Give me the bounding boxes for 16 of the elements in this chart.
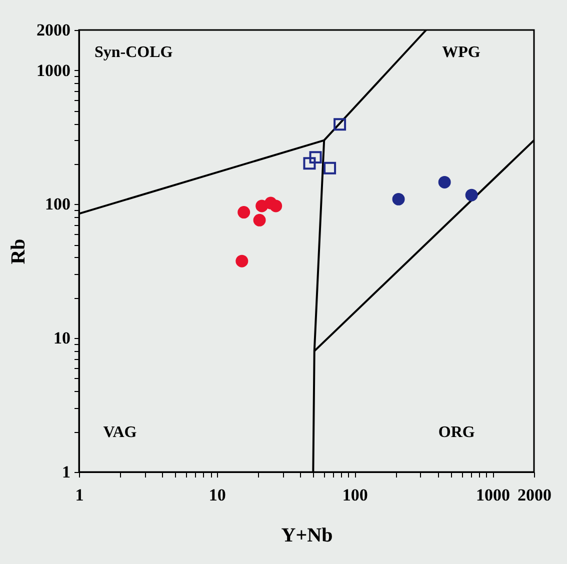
annotation: WPG [442,44,481,62]
x-axis-title: Y+Nb [281,524,333,546]
y-tick-label: 10 [54,328,70,348]
x-tick-label: 2000 [518,486,552,504]
x-tick-label: 100 [342,486,368,504]
y-tick-label: 1000 [36,60,70,80]
y-tick-label: 2000 [36,20,70,40]
annotation: Syn-COLG [94,44,174,62]
y-axis-title: Rb [8,238,30,264]
annotation: VAG [103,424,138,442]
y-tick-label: 1 [62,462,70,482]
y-tick-label: 100 [45,194,70,214]
x-tick-label: 10 [208,486,226,504]
annotation: ORG [438,424,476,442]
x-tick-label: 1 [75,486,84,504]
x-tick-label: 1000 [476,486,510,504]
